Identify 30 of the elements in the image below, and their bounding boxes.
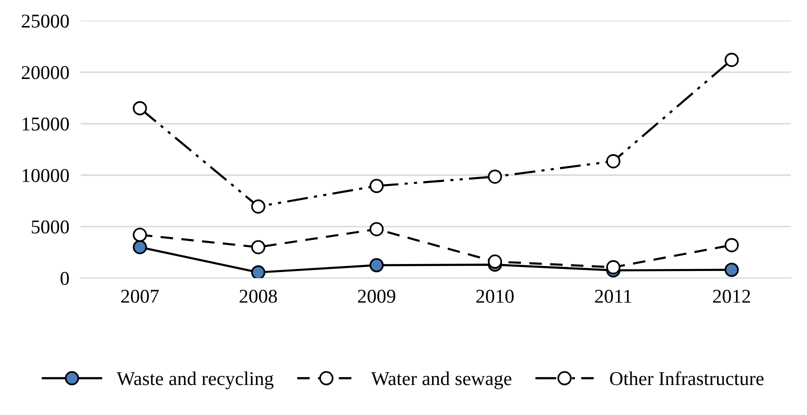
x-tick-label: 2007 bbox=[121, 290, 159, 303]
y-tick-label: 25000 bbox=[22, 14, 69, 28]
point bbox=[724, 238, 739, 252]
point bbox=[606, 154, 620, 168]
point bbox=[370, 222, 384, 236]
point bbox=[488, 170, 502, 184]
y-tick-label: 5000 bbox=[32, 220, 69, 234]
y-tick-label: 10000 bbox=[22, 168, 69, 182]
x-tick-label: 2008 bbox=[240, 290, 277, 303]
legend-label: Water and sewage bbox=[371, 372, 512, 390]
point bbox=[251, 199, 266, 214]
point bbox=[132, 240, 147, 254]
point bbox=[132, 228, 147, 242]
point bbox=[724, 262, 739, 277]
point bbox=[370, 178, 384, 194]
x-tick-label: 2012 bbox=[713, 290, 750, 303]
x-tick-label: 2010 bbox=[476, 290, 514, 303]
point bbox=[251, 240, 266, 254]
y-tick-label: 20000 bbox=[22, 66, 69, 80]
x-tick-label: 2009 bbox=[358, 290, 396, 303]
point bbox=[488, 254, 502, 269]
point bbox=[370, 258, 384, 272]
point bbox=[132, 101, 147, 116]
point bbox=[251, 265, 266, 278]
legend-label: Other Infrastructure bbox=[610, 371, 764, 386]
point bbox=[606, 260, 620, 274]
x-tick-label: 2011 bbox=[595, 290, 632, 303]
y-tick-label: 15000 bbox=[22, 117, 69, 131]
legend-label: Waste and recycling bbox=[116, 372, 274, 390]
y-tick-label: 0 bbox=[60, 272, 69, 285]
